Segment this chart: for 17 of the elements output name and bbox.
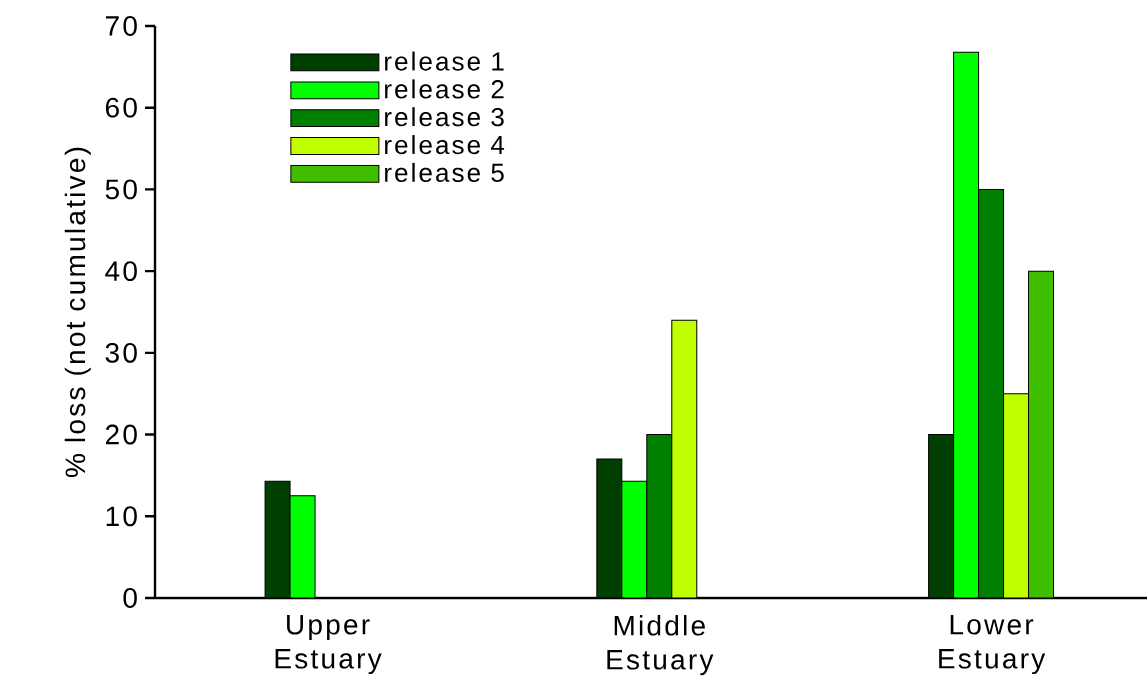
y-axis-title: % loss (not cumulative) bbox=[64, 147, 91, 477]
y-tick-label: 60 bbox=[105, 97, 137, 118]
y-tick-label: 10 bbox=[106, 506, 137, 527]
y-tick-label: 0 bbox=[123, 588, 137, 608]
y-tick-label: 70 bbox=[105, 16, 137, 36]
legend-label: release 3 bbox=[385, 107, 504, 127]
x-tick-label: Middle Estuary bbox=[607, 615, 714, 676]
legend-label: release 4 bbox=[385, 135, 505, 155]
legend-label: release 2 bbox=[385, 79, 504, 99]
legend-label: release 1 bbox=[385, 51, 504, 71]
x-tick-label: Lower Estuary bbox=[939, 615, 1046, 675]
y-tick-label: 30 bbox=[105, 342, 137, 363]
y-tick-label: 50 bbox=[105, 179, 137, 200]
y-tick-label: 20 bbox=[105, 424, 137, 445]
y-tick-label: 40 bbox=[105, 261, 137, 282]
x-tick-label: Upper Estuary bbox=[275, 615, 382, 675]
legend-label: release 5 bbox=[385, 162, 504, 182]
